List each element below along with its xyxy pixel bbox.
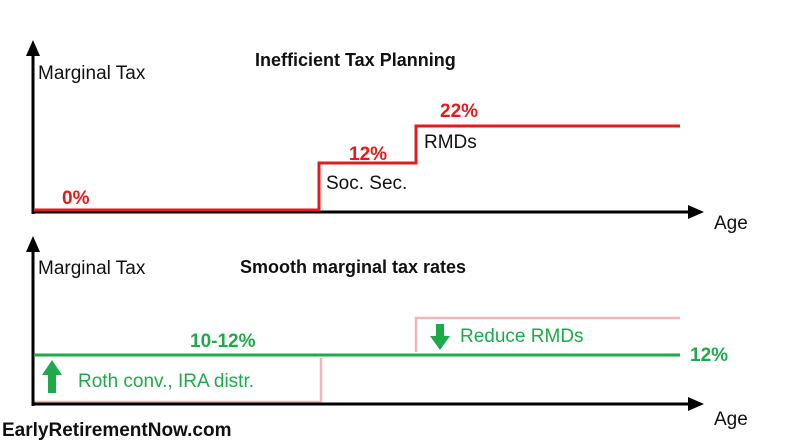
bottom-panel-title: Smooth marginal tax rates [240,257,466,277]
soc-sec-label: Soc. Sec. [326,173,407,194]
rate-label-0: 0% [62,188,90,209]
early-rate-label: 10-12% [190,331,256,352]
top-x-axis-arrow-icon [688,205,704,219]
top-panel-title: Inefficient Tax Planning [255,50,456,70]
rate-label-22: 22% [440,101,478,122]
reduce-rmds-label: Reduce RMDs [460,326,584,347]
site-branding: EarlyRetirementNow.com [2,420,231,441]
faded-early-line [34,358,323,404]
down-arrow-icon [430,324,450,350]
rate-label-12: 12% [349,144,387,165]
bottom-x-axis-label: Age [714,409,748,430]
bottom-y-axis-arrow-icon [26,236,40,252]
up-arrow-icon [42,360,62,393]
rmds-label: RMDs [424,132,477,153]
bottom-x-axis-arrow-icon [688,397,704,411]
bottom-panel: Marginal Tax Smooth marginal tax rates A… [26,236,748,430]
bottom-y-axis-label: Marginal Tax [38,258,146,279]
inefficient-rate-line [34,124,680,212]
late-rate-label: 12% [690,345,728,366]
roth-conversion-label: Roth conv., IRA distr. [78,371,254,392]
top-panel: Marginal Tax Inefficient Tax Planning Ag… [26,40,748,234]
top-y-axis-arrow-icon [26,40,40,56]
top-x-axis-label: Age [714,213,748,234]
faded-late-line [414,316,680,352]
top-y-axis-label: Marginal Tax [38,63,146,84]
